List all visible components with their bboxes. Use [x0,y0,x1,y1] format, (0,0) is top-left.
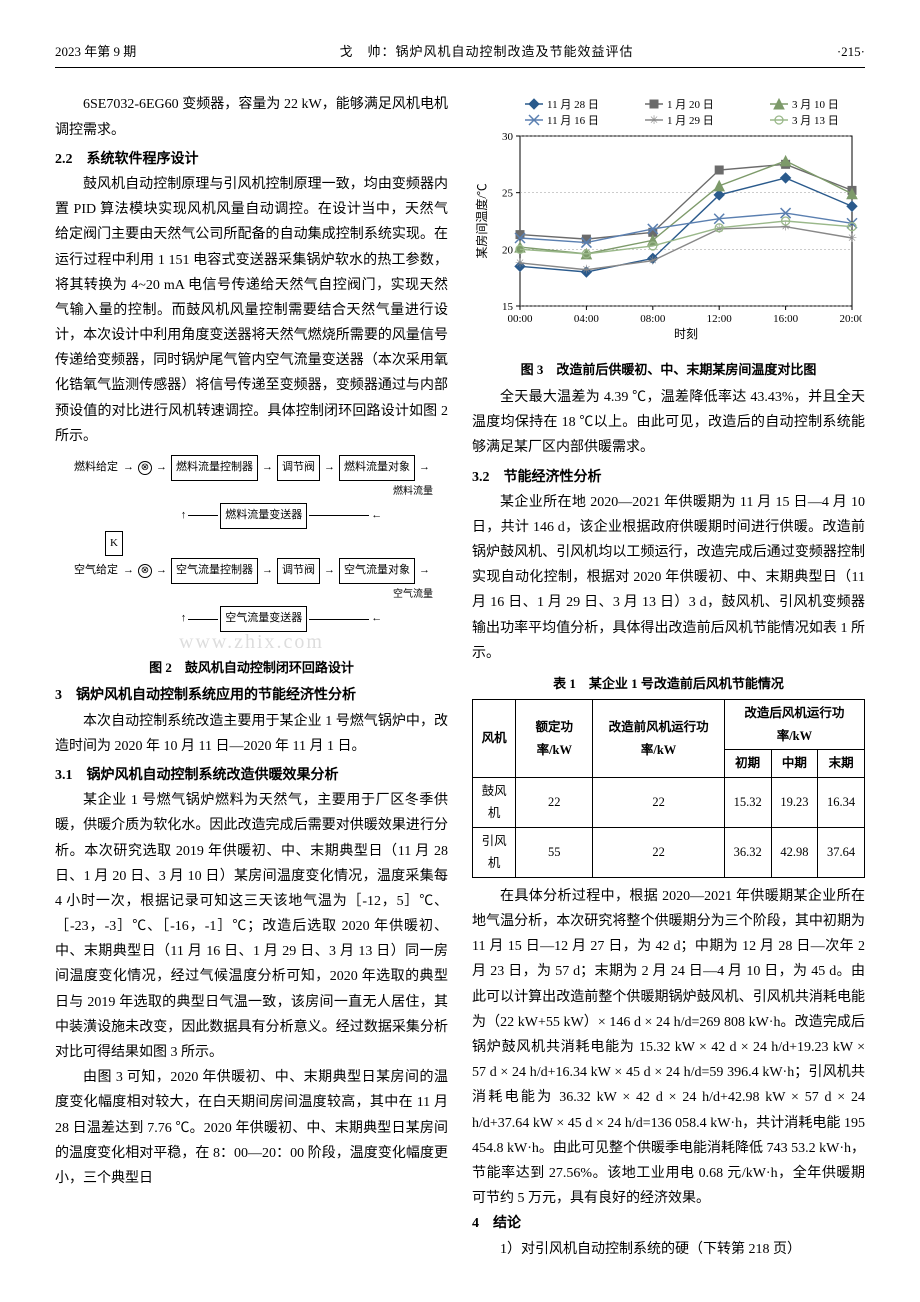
table-cell: 36.32 [724,827,771,877]
svg-text:12:00: 12:00 [707,313,733,325]
paragraph: 6SE7032-6EG60 变频器，容量为 22 kW，能够满足风机电机调控需求… [55,92,448,142]
table-row: 引风机552236.3242.9837.64 [473,827,865,877]
svg-text:08:00: 08:00 [640,313,666,325]
flow-box: 调节阀 [277,455,320,481]
header-issue: 2023 年第 9 期 [55,40,136,63]
arrow-icon: → [123,561,134,581]
arrow-icon: ↑ [181,506,187,526]
arrow-icon: → [262,458,273,478]
table-header-cell: 初期 [724,750,771,778]
right-column: 15 20 25 30 00:00 04:00 08:00 12:00 16:00 20:00 时刻… [472,92,865,1261]
svg-text:✳: ✳ [649,113,659,127]
flow-box: 燃料流量控制器 [171,455,258,481]
paragraph: 鼓风机自动控制原理与引风机控制原理一致，均由变频器内置 PID 算法模块实现风机… [55,172,448,449]
table-cell: 22 [516,777,593,827]
table-cell: 55 [516,827,593,877]
page-header: 2023 年第 9 期 戈 帅：锅炉风机自动控制改造及节能效益评估 ·215· [55,40,865,68]
paragraph: 由图 3 可知，2020 年供暖初、中、末期典型日某房间的温度变化幅度相对较大，… [55,1065,448,1191]
flow-label: 空气流量 [393,586,433,604]
table-header-cell: 额定功率/kW [516,700,593,778]
svg-text:15: 15 [502,301,514,313]
table-cell: 42.98 [771,827,818,877]
svg-text:✳: ✳ [648,254,658,268]
svg-text:11 月 16 日: 11 月 16 日 [547,115,599,127]
arrow-icon: → [324,561,335,581]
header-title: 戈 帅：锅炉风机自动控制改造及节能效益评估 [340,40,634,63]
arrow-icon: → [324,458,335,478]
paragraph: 某企业 1 号燃气锅炉燃料为天然气，主要用于厂区冬季供暖，供暖介质为软化水。因此… [55,788,448,1065]
table-header-cell: 中期 [771,750,818,778]
svg-text:✳: ✳ [581,263,591,277]
figure-3-caption: 图 3 改造前后供暖初、中、末期某房间温度对比图 [472,358,865,381]
line-chart-svg: 15 20 25 30 00:00 04:00 08:00 12:00 16:00 20:00 时刻… [472,92,862,342]
figure-2-flowchart: 燃料给定 → ⊗ → 燃料流量控制器 → 调节阀 → 燃料流量对象 → 燃料流量… [55,455,448,632]
paragraph: 全天最大温差为 4.39 ℃，温差降低率达 43.43%，并且全天温度均保持在 … [472,385,865,461]
table-cell: 19.23 [771,777,818,827]
sum-node-icon: ⊗ [138,461,152,475]
table-cell: 37.64 [818,827,865,877]
svg-text:04:00: 04:00 [574,313,600,325]
arrow-icon: → [123,458,134,478]
flow-box-k: K [105,531,123,557]
svg-text:16:00: 16:00 [773,313,799,325]
section-4-title: 4 结论 [472,1211,865,1236]
table-header-cell: 改造后风机运行功率/kW [724,700,864,750]
svg-text:✳: ✳ [515,256,525,270]
arrow-icon: → [156,561,167,581]
header-page-number: ·215· [837,40,865,63]
svg-text:20:00: 20:00 [839,313,862,325]
paragraph: 本次自动控制系统改造主要用于某企业 1 号燃气锅炉中，改造时间为 2020 年 … [55,709,448,759]
flow-box: 燃料流量变送器 [220,503,307,529]
table-header-cell: 末期 [818,750,865,778]
svg-text:1 月 20 日: 1 月 20 日 [667,99,714,111]
svg-text:1 月 29 日: 1 月 29 日 [667,115,714,127]
arrow-icon: → [156,458,167,478]
svg-text:3 月 10 日: 3 月 10 日 [792,99,839,111]
table-cell: 16.34 [818,777,865,827]
table-cell: 22 [593,777,724,827]
paragraph: 1）对引风机自动控制系统的硬（下转第 218 页） [472,1237,865,1262]
section-3-2-title: 3.2 节能经济性分析 [472,465,865,490]
svg-text:11 月 28 日: 11 月 28 日 [547,99,599,111]
section-3-title: 3 锅炉风机自动控制系统应用的节能经济性分析 [55,683,448,708]
section-2-2-title: 2.2 系统软件程序设计 [55,147,448,172]
table-cell: 引风机 [473,827,516,877]
flow-label: 燃料流量 [393,483,433,501]
left-column: 6SE7032-6EG60 变频器，容量为 22 kW，能够满足风机电机调控需求… [55,92,448,1261]
table-1: 风机 额定功率/kW 改造前风机运行功率/kW 改造后风机运行功率/kW 初期 … [472,699,865,878]
svg-text:某房间温度/℃: 某房间温度/℃ [474,184,489,259]
table-header-cell: 改造前风机运行功率/kW [593,700,724,778]
figure-3-chart: 15 20 25 30 00:00 04:00 08:00 12:00 16:00 20:00 时刻… [472,92,865,351]
arrow-icon: → [419,458,430,478]
svg-text:25: 25 [502,188,514,200]
flow-box: 调节阀 [277,558,320,584]
paragraph: 在具体分析过程中，根据 2020—2021 年供暖期某企业所在地气温分析，本次研… [472,884,865,1211]
table-header-row: 风机 额定功率/kW 改造前风机运行功率/kW 改造后风机运行功率/kW [473,700,865,750]
svg-text:20: 20 [502,245,514,257]
svg-text:✳: ✳ [847,231,857,245]
svg-text:时刻: 时刻 [674,327,698,341]
paragraph: 某企业所在地 2020—2021 年供暖期为 11 月 15 日—4 月 10 … [472,490,865,666]
sum-node-icon: ⊗ [138,564,152,578]
flow-label-fuel-set: 燃料给定 [74,458,118,478]
flow-box: 空气流量控制器 [171,558,258,584]
arrow-icon: → [419,561,430,581]
flow-label-air-set: 空气给定 [74,561,118,581]
table-cell: 22 [593,827,724,877]
table-cell: 鼓风机 [473,777,516,827]
section-3-1-title: 3.1 锅炉风机自动控制系统改造供暖效果分析 [55,763,448,788]
svg-text:00:00: 00:00 [507,313,533,325]
watermark: www.zhix.com [55,624,448,660]
table-row: 鼓风机222215.3219.2316.34 [473,777,865,827]
flow-box: 空气流量对象 [339,558,415,584]
arrow-icon: ← [371,506,382,526]
svg-text:30: 30 [502,131,514,143]
table-1-caption: 表 1 某企业 1 号改造前后风机节能情况 [472,672,865,695]
table-cell: 15.32 [724,777,771,827]
arrow-icon: → [262,561,273,581]
table-header-cell: 风机 [473,700,516,778]
svg-text:3 月 13 日: 3 月 13 日 [792,115,839,127]
flow-box: 燃料流量对象 [339,455,415,481]
